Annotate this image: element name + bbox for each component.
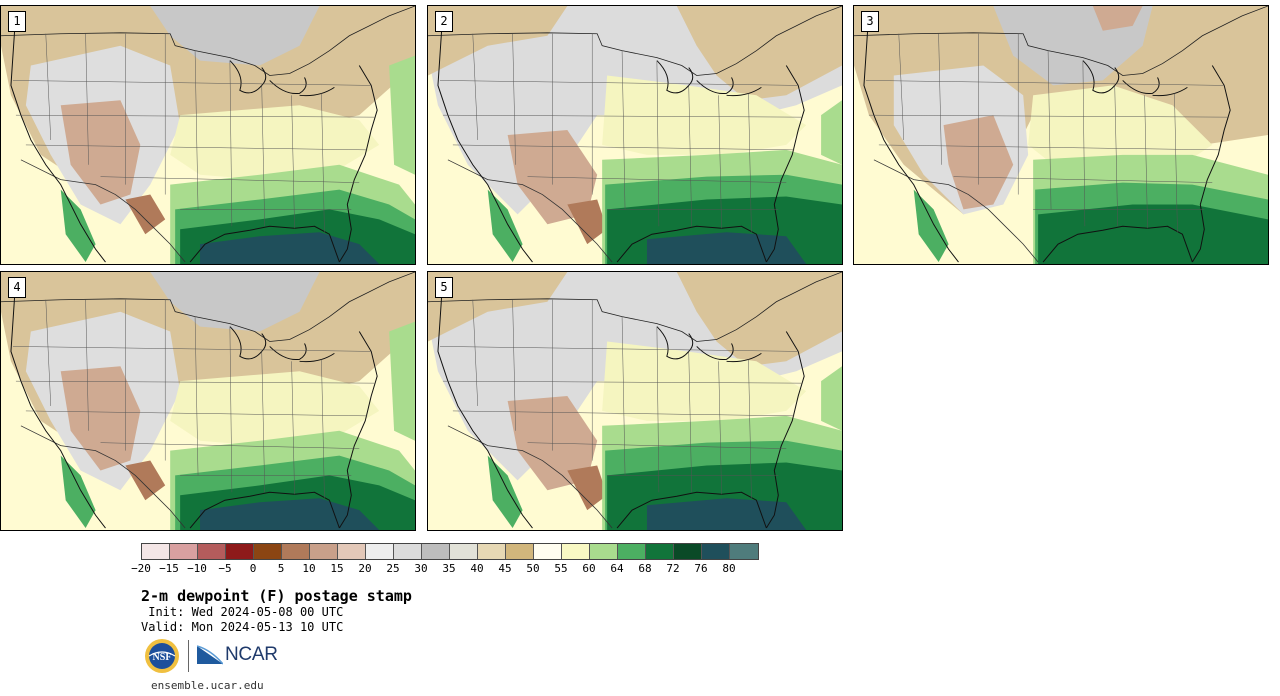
colorbar-swatch <box>590 544 618 559</box>
colorbar-tick-label: 45 <box>498 562 512 575</box>
colorbar-tick-label: 60 <box>582 562 596 575</box>
nsf-logo: NSF <box>145 639 179 673</box>
colorbar-tick-label: 40 <box>470 562 484 575</box>
colorbar-swatch <box>730 544 758 559</box>
nsf-wordmark: NSF <box>153 652 172 663</box>
colorbar-swatch <box>254 544 282 559</box>
colorbar-swatch <box>618 544 646 559</box>
panel-number: 3 <box>861 11 879 32</box>
colorbar-swatch <box>226 544 254 559</box>
colorbar-tick-label: 20 <box>358 562 372 575</box>
colorbar-tick-label: 30 <box>414 562 428 575</box>
colorbar-swatch <box>422 544 450 559</box>
colorbar-swatch <box>142 544 170 559</box>
colorbar-swatch <box>702 544 730 559</box>
colorbar-tick-label: −10 <box>187 562 207 575</box>
dewpoint-map <box>854 6 1268 264</box>
colorbar-tick-label: 55 <box>554 562 568 575</box>
logo-divider <box>188 640 189 672</box>
colorbar-swatch <box>338 544 366 559</box>
colorbar <box>141 543 759 560</box>
colorbar-swatch <box>198 544 226 559</box>
colorbar-tick-label: 10 <box>302 562 316 575</box>
colorbar-swatch <box>450 544 478 559</box>
panel-number: 4 <box>8 277 26 298</box>
colorbar-tick-label: 0 <box>249 562 257 575</box>
colorbar-tick-label: −20 <box>131 562 151 575</box>
init-time: Init: Wed 2024-05-08 00 UTC <box>141 605 344 619</box>
dewpoint-map <box>1 6 415 264</box>
dewpoint-map <box>428 272 842 530</box>
colorbar-tick-label: −5 <box>218 562 232 575</box>
colorbar-tick-label: 68 <box>638 562 652 575</box>
colorbar-tick-label: 76 <box>694 562 708 575</box>
colorbar-tick-label: 64 <box>610 562 624 575</box>
colorbar-tick-label: 80 <box>722 562 736 575</box>
dewpoint-map <box>1 272 415 530</box>
colorbar-tick-label: 5 <box>277 562 285 575</box>
colorbar-swatch <box>170 544 198 559</box>
map-panel-2: 2 <box>427 5 843 265</box>
ncar-logo: NCAR <box>197 643 278 667</box>
site-url: ensemble.ucar.edu <box>151 679 264 692</box>
colorbar-swatch <box>366 544 394 559</box>
map-panel-5: 5 <box>427 271 843 531</box>
dewpoint-map <box>428 6 842 264</box>
panel-number: 5 <box>435 277 453 298</box>
colorbar-swatch <box>674 544 702 559</box>
colorbar-swatch <box>646 544 674 559</box>
valid-time: Valid: Mon 2024-05-13 10 UTC <box>141 620 344 634</box>
page-title: 2-m dewpoint (F) postage stamp <box>141 587 412 605</box>
colorbar-tick-label: −15 <box>159 562 179 575</box>
colorbar-tick-label: 50 <box>526 562 540 575</box>
colorbar-swatch <box>478 544 506 559</box>
ncar-swoosh-icon <box>197 645 223 665</box>
colorbar-tick-label: 25 <box>386 562 400 575</box>
colorbar-swatch <box>562 544 590 559</box>
panel-number: 1 <box>8 11 26 32</box>
colorbar-swatch <box>394 544 422 559</box>
panel-number: 2 <box>435 11 453 32</box>
colorbar-swatch <box>506 544 534 559</box>
colorbar-tick-label: 15 <box>330 562 344 575</box>
map-panel-1: 1 <box>0 5 416 265</box>
colorbar-tick-label: 35 <box>442 562 456 575</box>
colorbar-swatch <box>310 544 338 559</box>
map-panel-4: 4 <box>0 271 416 531</box>
ncar-wordmark: NCAR <box>225 644 278 665</box>
colorbar-tick-label: 72 <box>666 562 680 575</box>
map-panel-3: 3 <box>853 5 1269 265</box>
colorbar-swatch <box>534 544 562 559</box>
colorbar-swatch <box>282 544 310 559</box>
